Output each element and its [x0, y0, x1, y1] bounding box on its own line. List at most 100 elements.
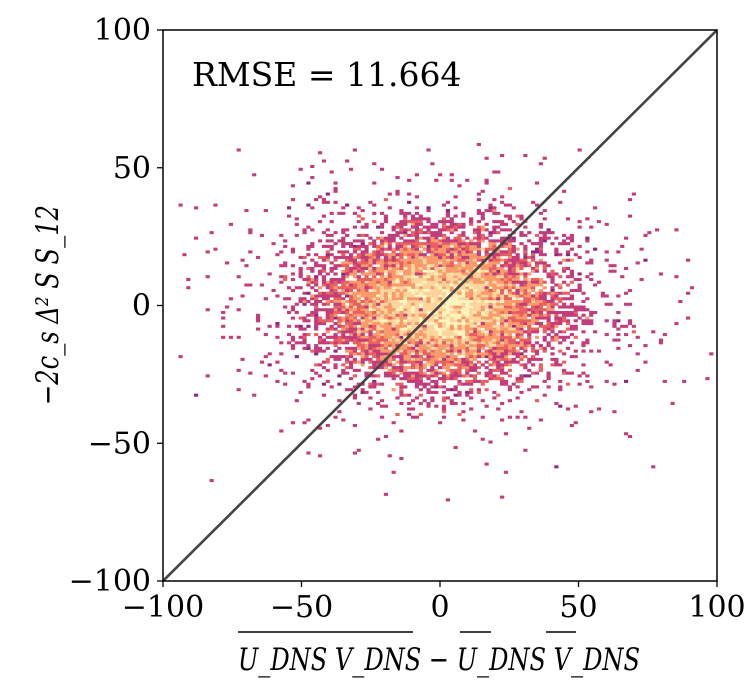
histogram-bin — [527, 261, 532, 265]
histogram-bin — [531, 297, 536, 301]
histogram-bin — [542, 308, 547, 312]
histogram-bin — [333, 294, 338, 298]
histogram-bin — [337, 277, 342, 281]
histogram-bin — [426, 388, 431, 392]
histogram-bin — [476, 319, 481, 323]
histogram-bin — [298, 286, 303, 290]
histogram-bin — [438, 280, 443, 284]
histogram-bin — [410, 255, 416, 259]
histogram-bin — [438, 239, 443, 243]
histogram-bin — [407, 264, 412, 268]
histogram-bin — [445, 264, 450, 268]
histogram-bin — [472, 247, 478, 251]
histogram-bin — [341, 363, 346, 367]
histogram-bin — [418, 346, 423, 350]
histogram-bin — [472, 311, 478, 315]
histogram-bin — [407, 377, 412, 381]
histogram-bin — [383, 214, 388, 218]
histogram-bin — [554, 250, 559, 254]
histogram-bin — [507, 308, 512, 312]
histogram-bin — [562, 335, 567, 339]
histogram-bin — [418, 275, 423, 279]
histogram-bin — [449, 173, 454, 177]
histogram-bin — [441, 280, 447, 284]
histogram-bin — [484, 266, 489, 270]
histogram-bin — [414, 291, 419, 295]
histogram-bin — [310, 176, 315, 180]
histogram-bin — [565, 236, 571, 240]
histogram-bin — [333, 272, 338, 276]
histogram-bin — [379, 258, 385, 262]
histogram-bin — [395, 344, 400, 348]
histogram-bin — [290, 305, 296, 309]
histogram-bin — [438, 231, 443, 235]
histogram-bin — [333, 338, 338, 342]
histogram-bin — [302, 302, 307, 306]
histogram-bin — [507, 247, 512, 251]
histogram-bin — [449, 220, 454, 224]
histogram-bin — [507, 357, 512, 361]
histogram-bin — [337, 299, 342, 304]
histogram-bin — [445, 280, 450, 284]
histogram-bin — [569, 311, 574, 315]
histogram-bin — [484, 324, 489, 328]
histogram-bin — [453, 446, 458, 450]
histogram-bin — [356, 352, 361, 356]
histogram-bin — [341, 305, 346, 309]
histogram-bin — [434, 349, 439, 353]
histogram-bin — [329, 220, 334, 224]
histogram-bin — [527, 327, 532, 331]
histogram-bin — [593, 206, 598, 210]
histogram-bin — [391, 374, 396, 378]
histogram-bin — [414, 371, 419, 375]
histogram-bin — [205, 308, 210, 312]
histogram-bin — [461, 266, 466, 270]
histogram-bin — [445, 316, 450, 320]
histogram-bin — [538, 294, 543, 298]
histogram-bin — [422, 308, 427, 312]
histogram-bin — [507, 415, 512, 419]
histogram-bin — [410, 366, 416, 370]
histogram-bin — [500, 335, 505, 339]
histogram-bin — [550, 311, 555, 315]
histogram-bin — [461, 352, 466, 356]
histogram-bin — [445, 286, 450, 290]
histogram-bin — [565, 242, 571, 246]
histogram-bin — [538, 277, 543, 281]
histogram-bin — [472, 341, 478, 345]
histogram-bin — [271, 288, 276, 293]
histogram-bin — [352, 319, 357, 323]
histogram-bin — [445, 355, 450, 359]
histogram-bin — [391, 280, 396, 284]
histogram-bin — [434, 233, 439, 237]
histogram-bin — [438, 308, 443, 312]
histogram-bin — [503, 280, 509, 284]
histogram-bin — [255, 327, 261, 331]
histogram-bin — [387, 192, 392, 196]
histogram-bin — [410, 308, 416, 312]
histogram-bin — [562, 302, 567, 306]
histogram-bin — [503, 432, 509, 436]
histogram-bin — [356, 368, 361, 372]
histogram-bin — [457, 327, 462, 331]
histogram-bin — [310, 269, 315, 273]
histogram-bin — [399, 349, 404, 353]
histogram-bin — [360, 360, 365, 364]
histogram-bin — [422, 277, 427, 281]
y-tick-label: −50 — [88, 426, 151, 461]
histogram-bin — [531, 269, 536, 273]
histogram-bin — [360, 316, 365, 320]
histogram-bin — [395, 396, 400, 400]
histogram-bin — [348, 316, 354, 320]
histogram-bin — [426, 220, 431, 224]
histogram-bin — [387, 239, 392, 243]
histogram-bin — [538, 239, 543, 243]
histogram-bin — [449, 247, 454, 251]
histogram-bin — [418, 244, 423, 248]
histogram-bin — [500, 495, 505, 499]
histogram-bin — [445, 255, 450, 259]
histogram-bin — [457, 344, 462, 348]
histogram-bin — [379, 349, 385, 353]
histogram-bin — [317, 299, 323, 304]
histogram-bin — [399, 313, 404, 317]
